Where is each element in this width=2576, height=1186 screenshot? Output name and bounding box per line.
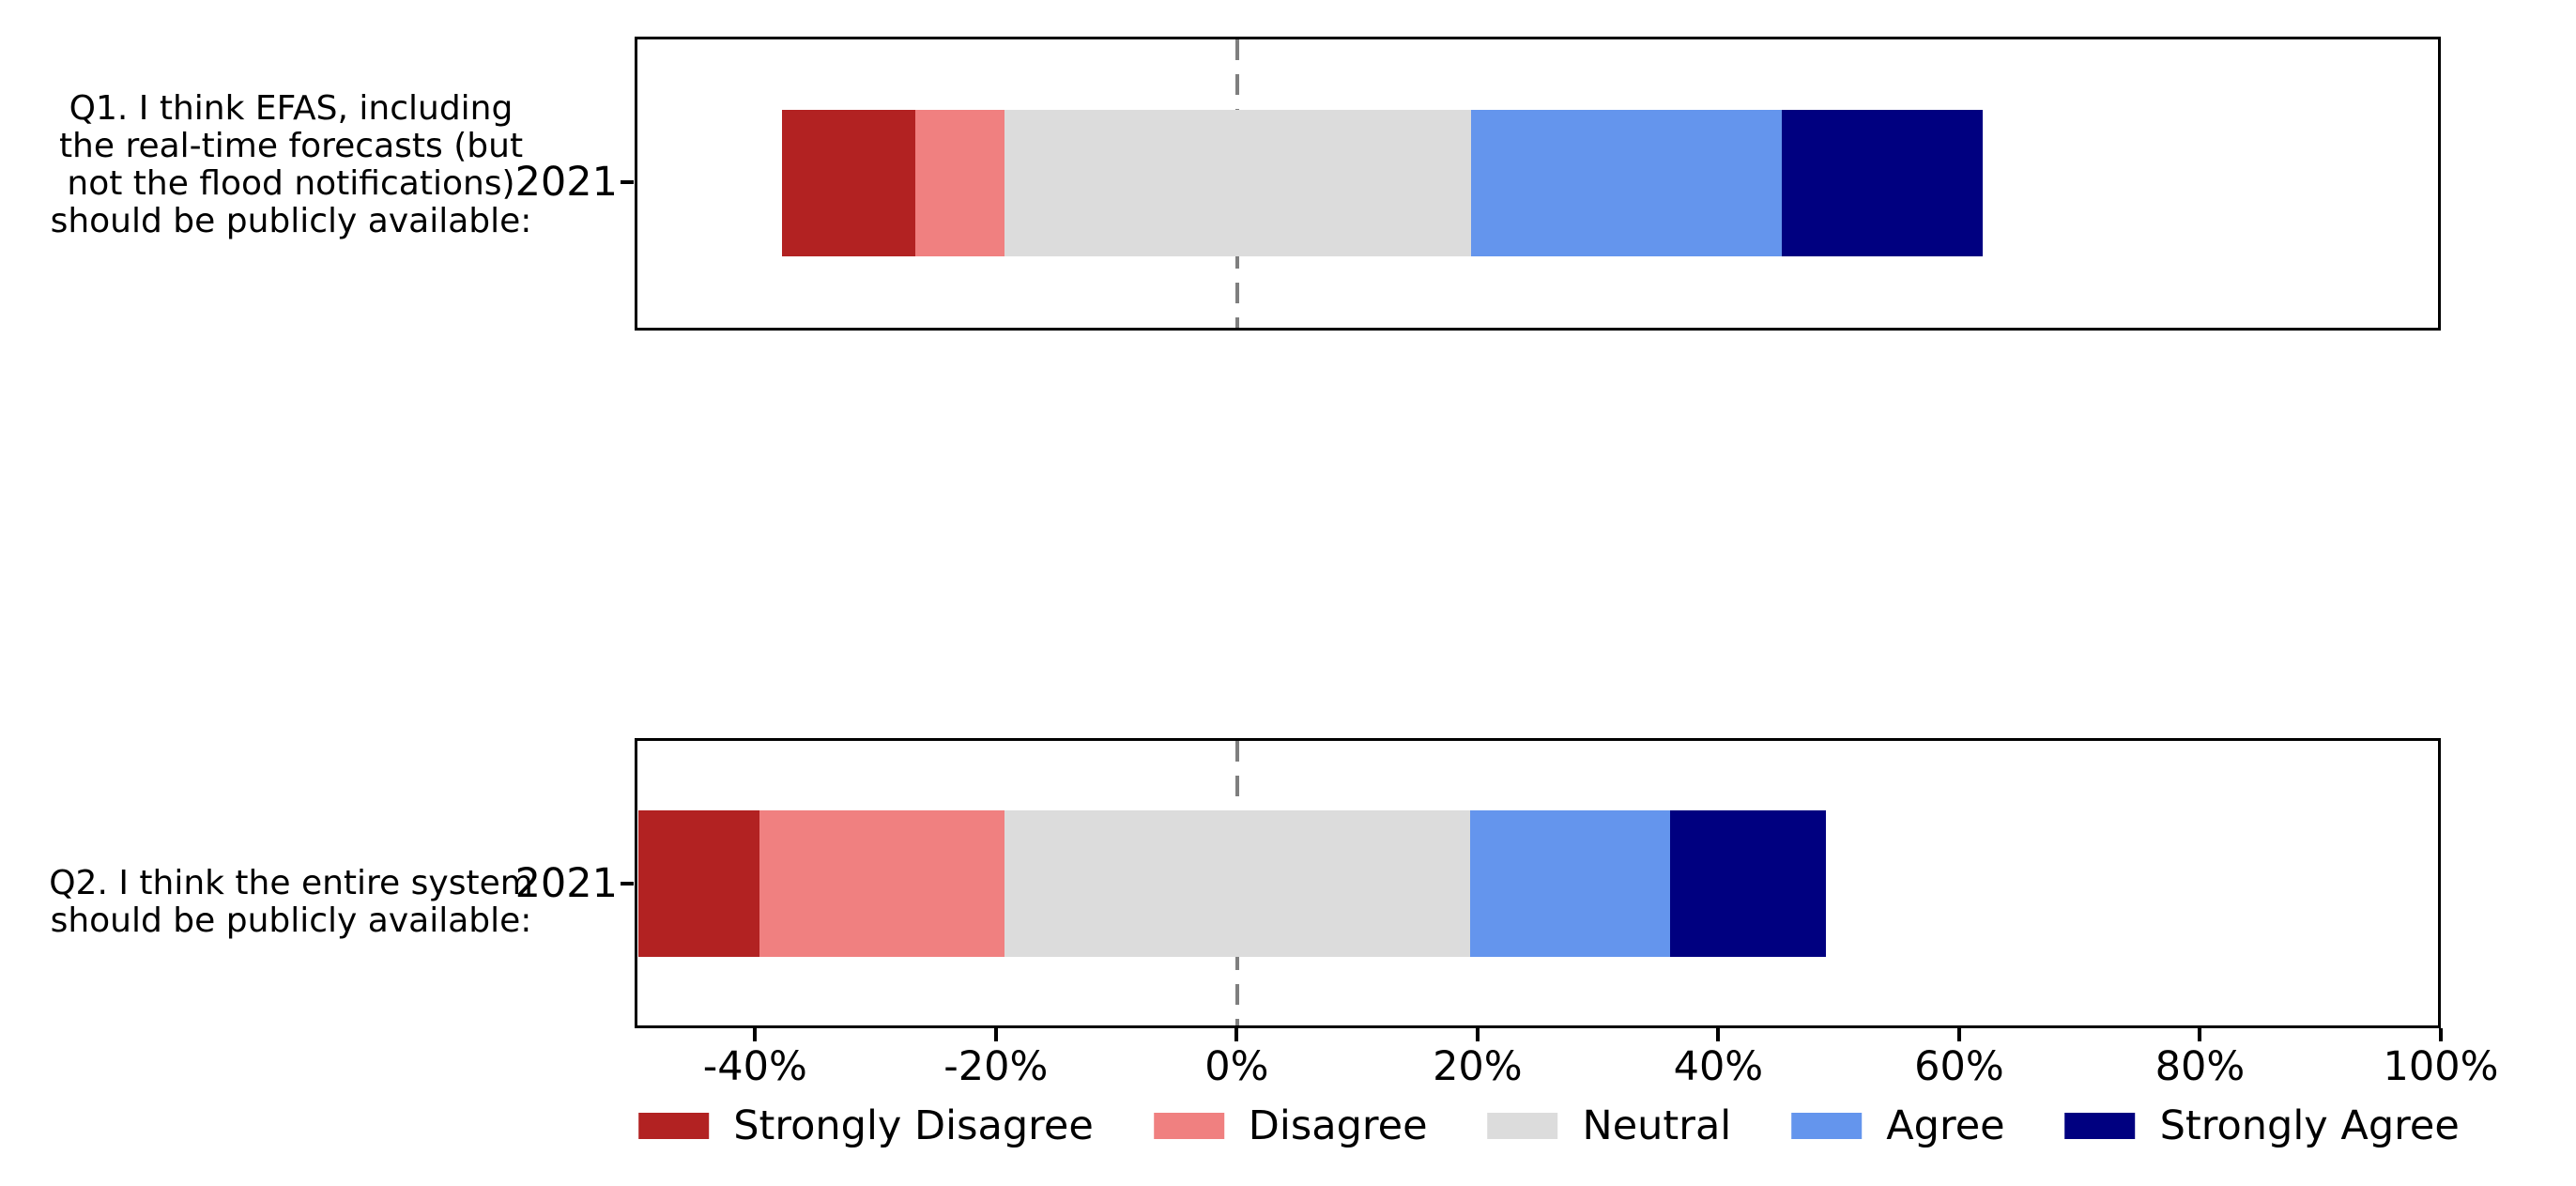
x-tick-mark-80- xyxy=(2198,1028,2202,1041)
legend-swatch-neutral xyxy=(1487,1113,1558,1139)
q1-ytick-mark xyxy=(621,180,634,184)
legend-label-neutral: Neutral xyxy=(1582,1102,1732,1149)
x-tick-mark-0- xyxy=(1234,1028,1239,1041)
x-tick-mark--40- xyxy=(753,1028,758,1041)
x-tick-label-20-: 20% xyxy=(1433,1043,1523,1090)
x-tick-label-60-: 60% xyxy=(1914,1043,2004,1090)
legend-item-agree: Agree xyxy=(1791,1102,2005,1149)
legend-item-strongly-agree: Strongly Agree xyxy=(2064,1102,2460,1149)
q2-bar-row xyxy=(637,810,2438,957)
q2-ytick-mark xyxy=(621,882,634,886)
q1-segment-strongly-agree xyxy=(1782,110,1983,256)
legend: Strongly Disagree Disagree Neutral Agree Str… xyxy=(638,1104,2460,1147)
q1-segment-disagree xyxy=(915,110,1004,256)
legend-label-disagree: Disagree xyxy=(1248,1102,1428,1149)
q1-segment-strongly-disagree xyxy=(782,110,915,256)
legend-item-strongly-disagree: Strongly Disagree xyxy=(638,1104,1094,1147)
legend-item-disagree: Disagree xyxy=(1153,1102,1428,1149)
legend-swatch-strongly-disagree xyxy=(638,1113,710,1139)
q2-segment-agree xyxy=(1470,810,1670,957)
q2-question-label: Q2. I think the entire system should be … xyxy=(49,864,533,940)
x-tick-label-0-: 0% xyxy=(1204,1043,1269,1090)
x-tick-mark-60- xyxy=(1956,1028,1961,1041)
x-tick-label--20-: -20% xyxy=(943,1043,1049,1090)
q1-bar-row xyxy=(637,110,2438,256)
q1-ytick-label-2021: 2021 xyxy=(514,159,618,206)
x-tick-mark-40- xyxy=(1716,1028,1721,1041)
x-tick-mark--20- xyxy=(993,1028,998,1041)
legend-swatch-agree xyxy=(1791,1113,1863,1139)
q2-ytick-label-2021: 2021 xyxy=(514,860,618,907)
x-tick-label-80-: 80% xyxy=(2154,1043,2246,1090)
x-tick-mark-100- xyxy=(2439,1028,2443,1041)
q1-plot-area xyxy=(635,37,2441,331)
x-tick-label--40-: -40% xyxy=(702,1043,807,1090)
q2-segment-disagree xyxy=(759,810,1005,957)
q1-segment-agree xyxy=(1471,110,1783,256)
x-tick-label-40-: 40% xyxy=(1673,1043,1764,1090)
x-tick-mark-20- xyxy=(1475,1028,1480,1041)
q1-question-label: Q1. I think EFAS, including the real-tim… xyxy=(50,89,532,240)
q2-segment-strongly-agree xyxy=(1669,810,1826,957)
legend-label-strongly-disagree: Strongly Disagree xyxy=(733,1102,1094,1149)
x-tick-label-100-: 100% xyxy=(2383,1043,2499,1090)
q2-segment-strongly-disagree xyxy=(638,810,760,957)
legend-label-strongly-agree: Strongly Agree xyxy=(2159,1102,2460,1149)
q1-segment-neutral xyxy=(1004,110,1472,256)
legend-swatch-disagree xyxy=(1153,1113,1224,1139)
legend-item-neutral: Neutral xyxy=(1487,1102,1732,1149)
q2-segment-neutral xyxy=(1004,810,1471,957)
legend-label-agree: Agree xyxy=(1886,1102,2005,1149)
legend-swatch-strongly-agree xyxy=(2064,1113,2136,1139)
q2-plot-area xyxy=(635,738,2441,1028)
